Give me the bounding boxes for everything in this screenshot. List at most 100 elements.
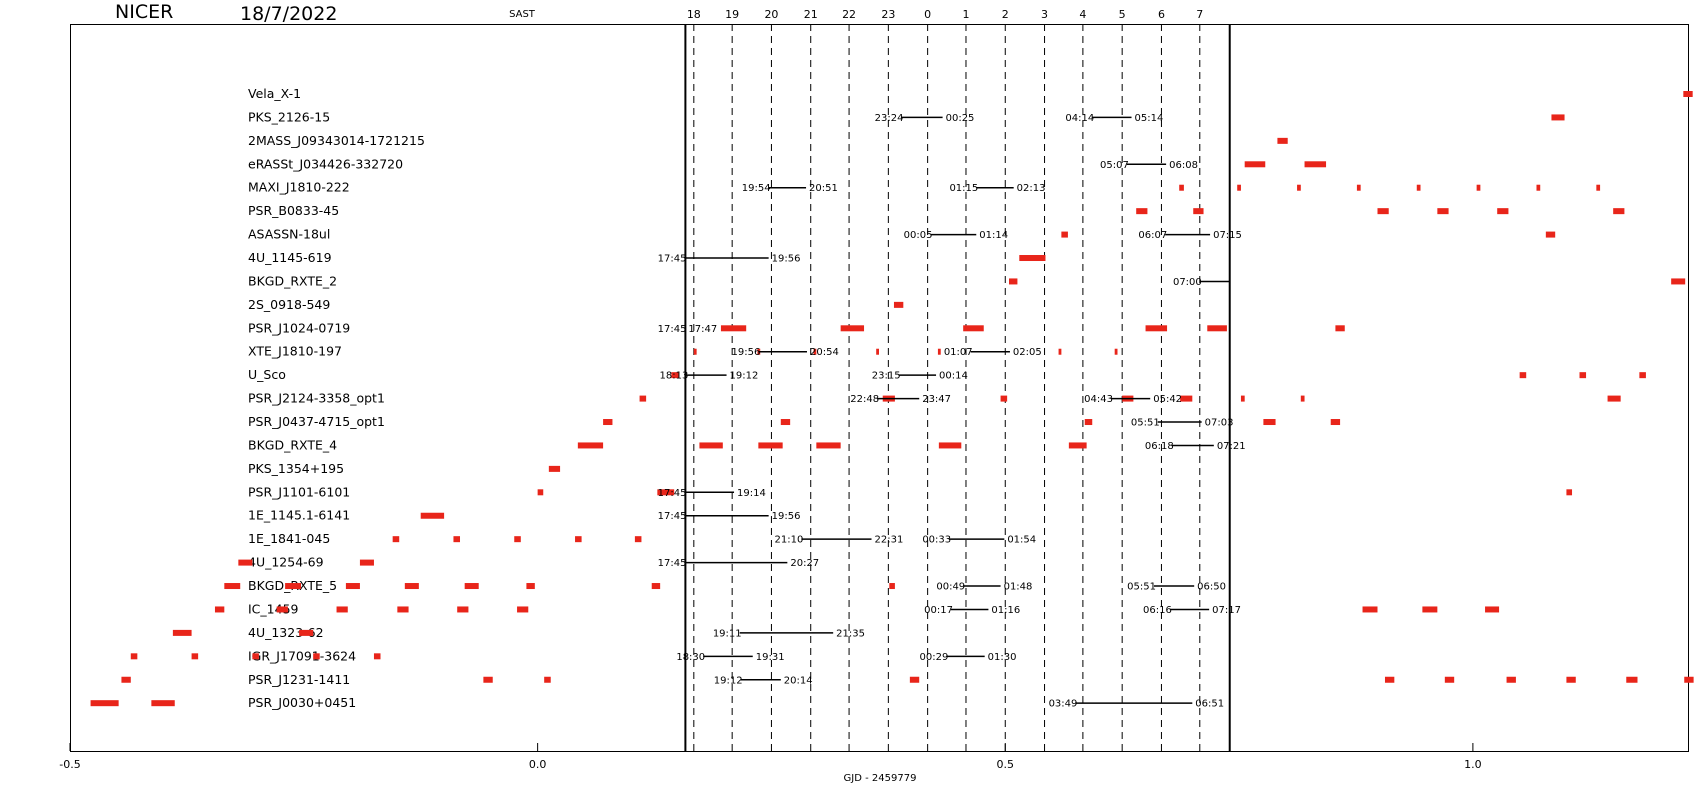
observation-end-time: 17:47 [688,324,717,335]
observation-end-time: 22:31 [875,535,904,546]
visibility-window [1114,348,1118,355]
visibility-window [299,629,314,636]
target-row: 1E_1841-045 21:10 22:31 00:33 01:54 [248,531,1036,546]
visibility-window [1356,184,1361,191]
observation-start-time: 22:48 [850,394,879,405]
visibility-window [909,676,920,683]
visibility-window [373,653,381,660]
observation-end-time: 20:54 [810,347,839,358]
visibility-window [464,583,479,590]
visibility-window [1180,395,1193,402]
target-name: MAXI_J1810-222 [248,180,350,195]
visibility-window [840,325,865,332]
visibility-window [889,583,895,590]
x-tick-label: 0.5 [997,758,1015,771]
visibility-window [1297,184,1301,191]
visibility-window [1536,184,1541,191]
observation-start-time: 06:16 [1143,605,1172,616]
observation-start-time: 17:45 [658,254,687,265]
target-name: Vela_X-1 [248,86,301,101]
visibility-window [537,489,544,496]
target-name: XTE_J1810-197 [248,344,342,359]
target-name: PKS_1354+195 [248,461,344,476]
visibility-window [780,419,791,426]
visibility-window [1551,114,1565,121]
target-row: PSR_J0437-4715_opt1 05:51 07:03 [248,414,1341,429]
target-row: U_Sco 18:13 19:12 23:15 00:14 [248,367,1646,382]
hour-label: 20 [764,8,778,21]
visibility-window [1476,184,1481,191]
visibility-window [1506,676,1516,683]
visibility-window [813,348,817,355]
visibility-window [963,325,984,332]
visibility-window [893,301,904,308]
target-row: 2S_0918-549 [248,297,904,312]
visibility-window [876,348,879,355]
visibility-window [1684,676,1694,683]
target-name: PSR_J1101-6101 [248,484,350,499]
target-row: 1E_1145.1-6141 17:45 19:56 [248,508,800,523]
visibility-window [1545,231,1556,238]
target-row: Vela_X-1 [248,86,1693,101]
observation-start-time: 06:18 [1145,441,1174,452]
visibility-window [1009,278,1018,285]
visibility-window [1244,161,1266,168]
observation-end-time: 01:54 [1007,535,1036,546]
visibility-window [1416,184,1421,191]
x-tick-label: 1.0 [1464,758,1482,771]
visibility-window [224,583,241,590]
x-axis-label: GJD - 2459779 [844,773,917,784]
observation-end-time: 02:13 [1017,183,1046,194]
observation-end-time: 19:56 [772,254,801,265]
hour-gridlines: 18 19 20 21 22 23 0 1 2 3 4 5 6 7 [687,8,1203,751]
visibility-window [1566,676,1576,683]
visibility-window [1068,442,1087,449]
target-row: BKGD_RXTE_4 06:18 07:21 [248,437,1246,452]
visibility-window [575,536,582,543]
observation-end-time: 20:51 [809,183,838,194]
night-boundaries [684,24,1231,751]
observation-start-time: 07:00 [1173,277,1202,288]
visibility-window [1384,676,1395,683]
hour-label: 18 [687,8,701,21]
visibility-window [1444,676,1455,683]
observation-start-time: 19:56 [732,347,761,358]
target-name: PSR_J0437-4715_opt1 [248,414,385,429]
observation-start-time: 04:43 [1084,394,1113,405]
observation-end-time: 05:14 [1135,113,1164,124]
visibility-window [1377,208,1389,215]
visibility-window [1263,419,1276,426]
visibility-window [657,489,675,496]
visibility-window [172,629,192,636]
visibility-window [130,653,138,660]
visibility-window [1422,606,1438,613]
visibility-window [1000,395,1008,402]
observation-end-time: 20:27 [790,558,819,569]
observation-end-time: 07:21 [1217,441,1246,452]
target-name: PSR_B0833-45 [248,203,339,218]
visibility-window [1607,395,1621,402]
visibility-window [1596,184,1601,191]
target-row: PSR_J1101-6101 17:45 19:14 [248,484,1573,499]
target-row: PKS_1354+195 [248,461,561,476]
observation-start-time: 03:49 [1049,699,1078,710]
target-row: MAXI_J1810-222 19:54 20:51 01:15 02:13 [248,180,1601,195]
observation-start-time: 00:17 [924,605,953,616]
observation-start-time: 17:45 [658,488,687,499]
target-name: ASASSN-18ul [248,227,330,242]
target-row: PKS_2126-15 23:24 00:25 04:14 05:14 [248,109,1565,124]
observation-start-time: 05:51 [1127,582,1156,593]
visibility-window [313,653,320,660]
visibility-window [276,606,288,613]
visibility-window [1019,255,1046,262]
visibility-window [1240,395,1245,402]
target-name: PSR_J1024-0719 [248,320,350,335]
target-name: 1E_1145.1-6141 [248,508,350,523]
hour-label: 7 [1196,8,1203,21]
observation-start-time: 00:05 [904,230,933,241]
visibility-window [1207,325,1227,332]
observation-end-time: 00:14 [939,371,968,382]
target-name: IC_1459 [248,601,299,616]
observation-end-time: 20:14 [784,675,813,686]
target-row: 4U_1323-62 19:11 21:35 [172,625,865,640]
